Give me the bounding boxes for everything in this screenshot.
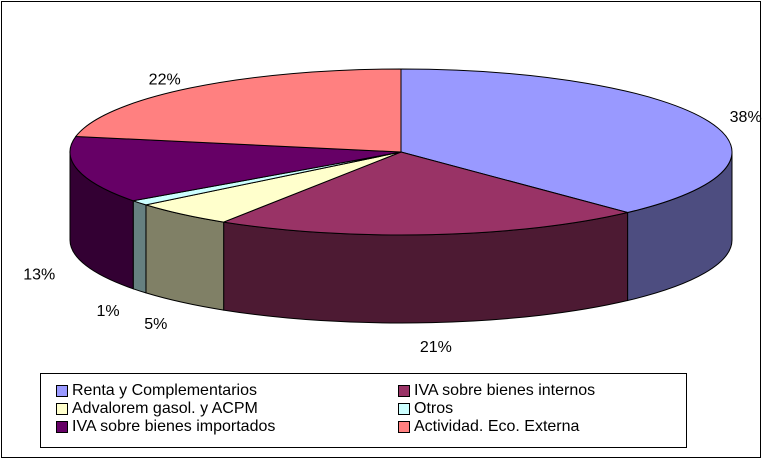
pie: 38% 21% 5% 1% 13% 22% [23,68,762,356]
legend-swatch [398,421,410,433]
legend-label: IVA sobre bienes importados [72,418,275,435]
legend-swatch [56,403,68,415]
data-label: 1% [97,303,120,320]
data-label: 21% [420,339,452,356]
data-label: 22% [149,72,181,89]
legend-label: Actividad. Eco. Externa [414,418,580,435]
slice-side [132,200,147,294]
data-label: 38% [730,109,762,126]
legend-box [40,373,687,448]
legend-label: Renta y Complementarios [72,382,257,399]
legend-swatch [398,403,410,415]
slice [69,135,402,202]
legend-swatch [56,421,68,433]
legend: Renta y Complementarios IVA sobre bienes … [56,382,595,435]
data-label: 5% [144,316,167,333]
legend-label: Otros [414,400,453,417]
legend-label: Advalorem gasol. y ACPM [72,400,258,417]
slice [74,68,402,153]
slice-side [145,204,225,311]
slice [221,151,628,236]
legend-swatch [56,385,68,397]
slice [400,68,733,214]
legend-swatch [398,385,410,397]
legend-label: IVA sobre bienes internos [414,382,595,399]
data-label: 13% [23,266,55,283]
